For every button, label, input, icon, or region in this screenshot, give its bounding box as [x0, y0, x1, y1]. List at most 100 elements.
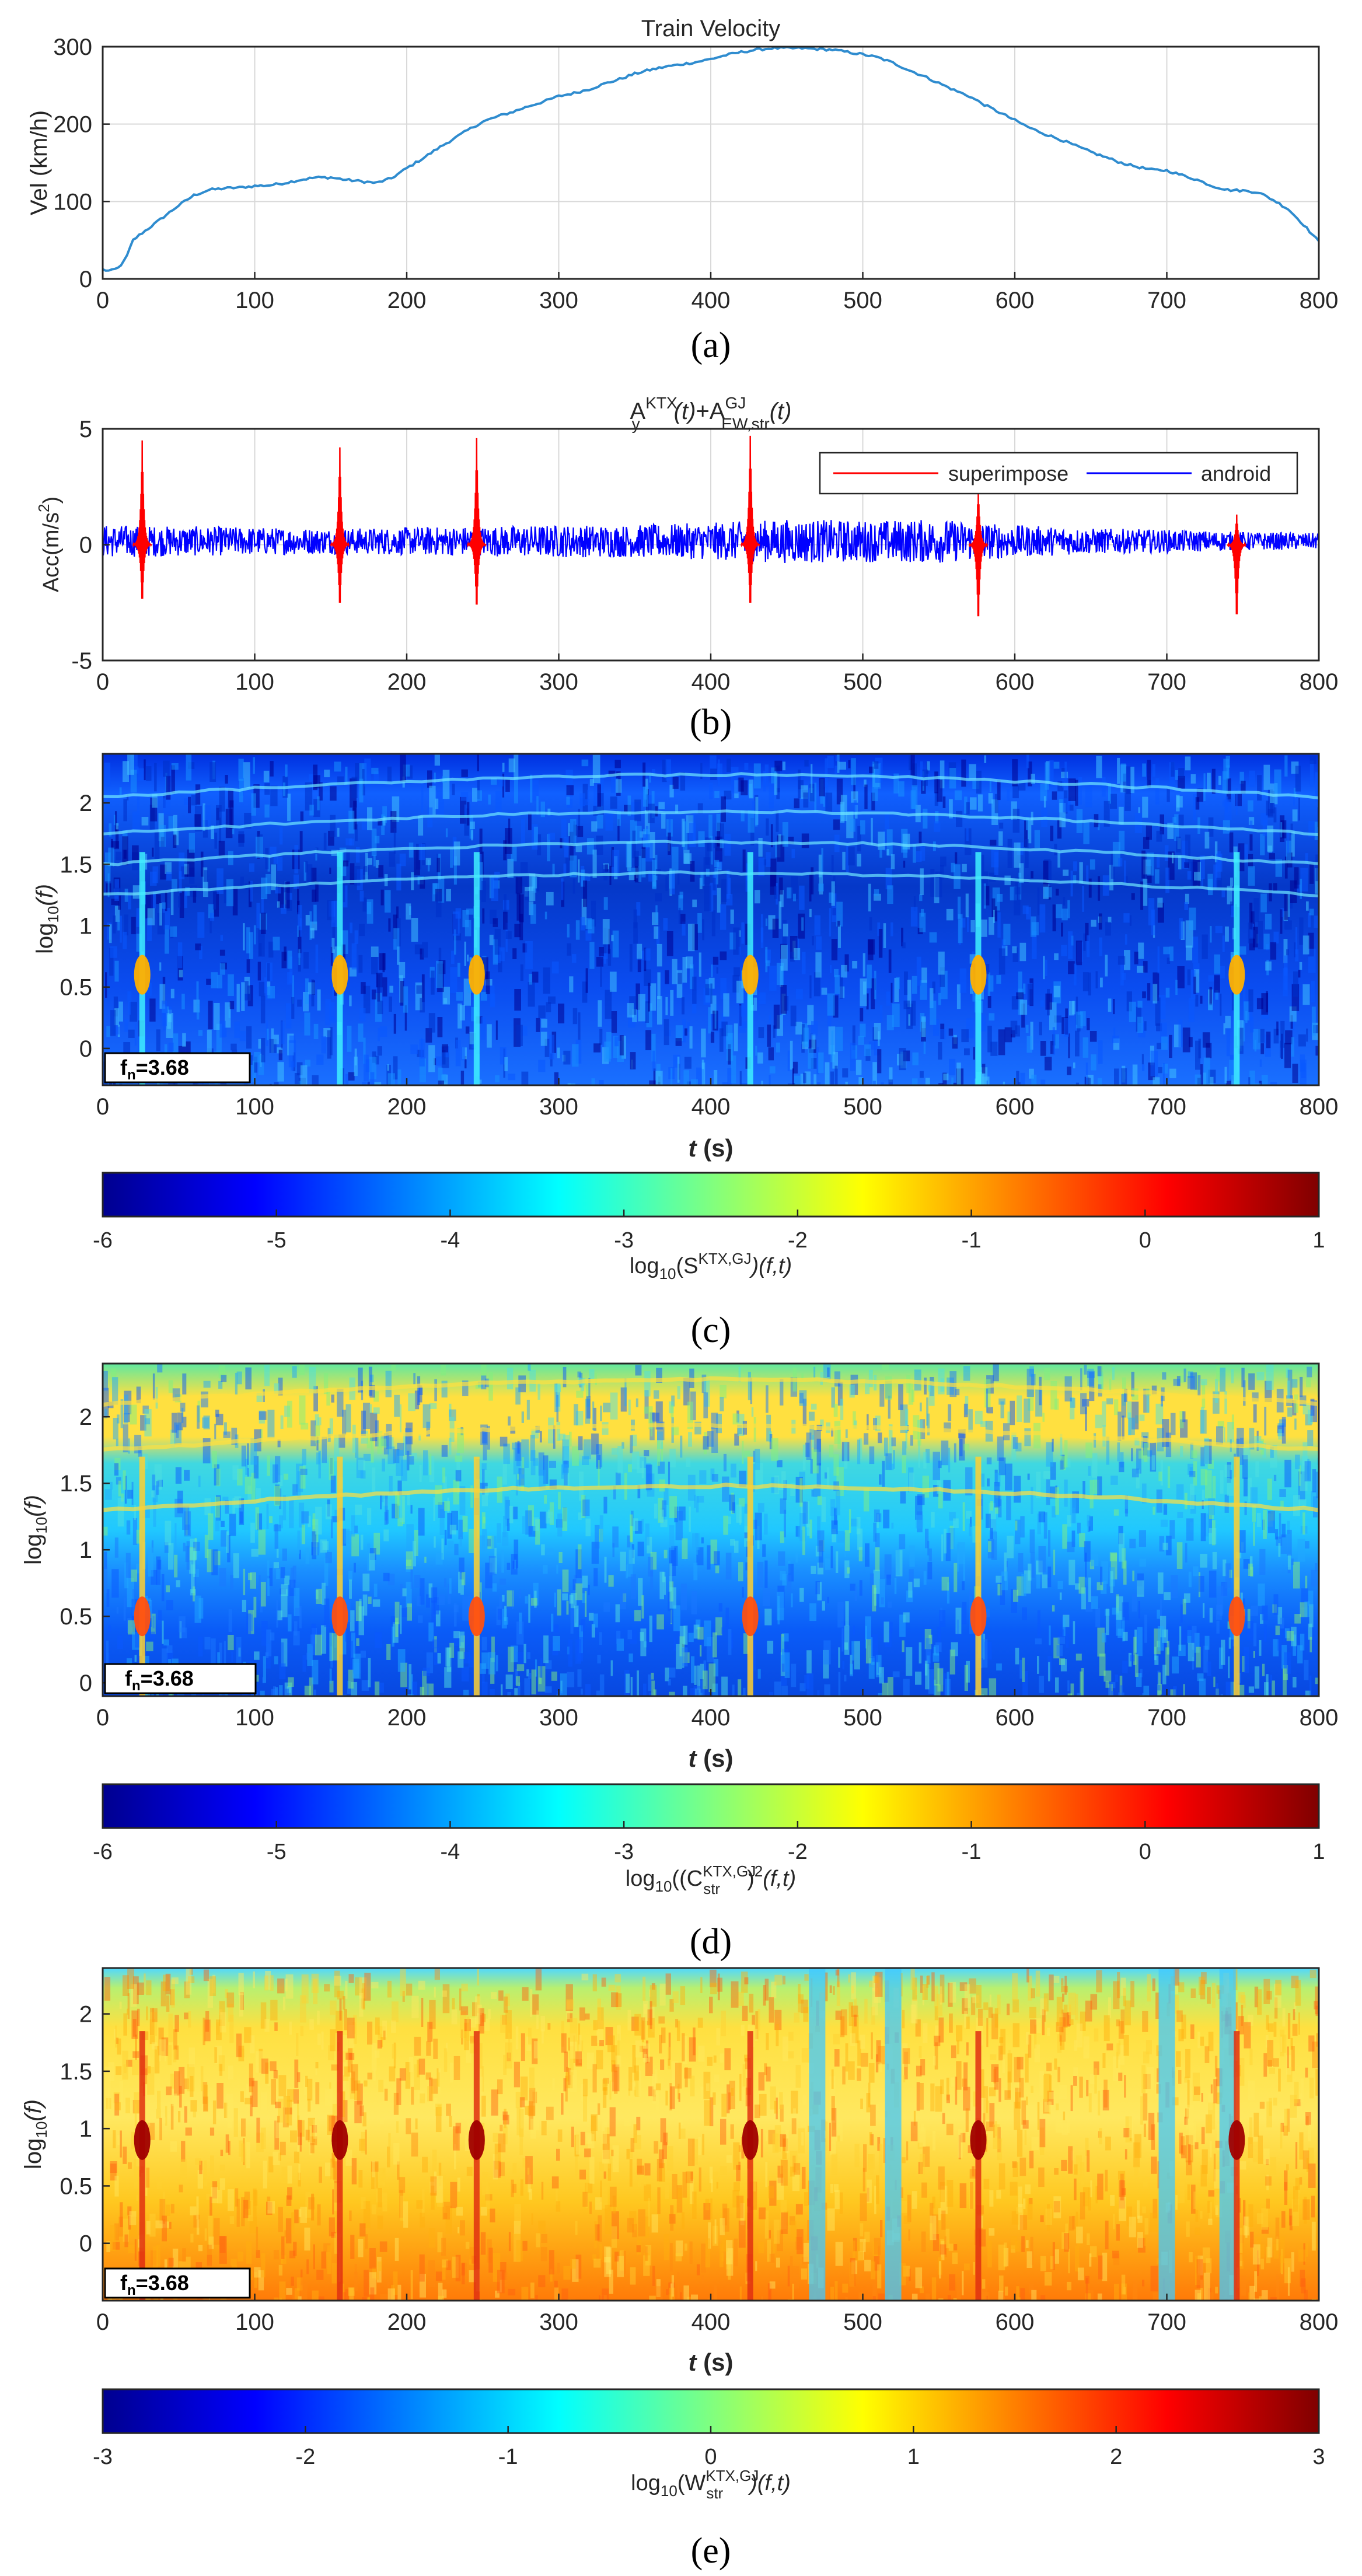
heatmap-cell — [519, 1589, 521, 1599]
heatmap-cell — [1202, 1032, 1210, 1048]
heatmap-cell — [921, 908, 924, 917]
heatmap-cell — [783, 1480, 787, 1500]
heatmap-cell — [278, 1050, 282, 1061]
heatmap-cell — [913, 1578, 920, 1588]
heatmap-cell — [701, 1060, 704, 1069]
heatmap-cell — [682, 1019, 686, 1043]
heatmap-cell — [919, 1642, 922, 1663]
heatmap-cell — [1182, 840, 1189, 869]
heatmap-cell — [806, 1650, 812, 1674]
heatmap-cell — [977, 794, 983, 812]
heatmap-cell — [954, 2244, 958, 2250]
heatmap-cell — [452, 784, 455, 795]
heatmap-cell — [844, 1675, 847, 1682]
heatmap-cell — [383, 1529, 389, 1542]
heatmap-cell — [569, 1595, 574, 1604]
heatmap-cell — [889, 1463, 894, 1470]
heatmap-cell — [264, 1365, 270, 1386]
heatmap-cell — [528, 813, 532, 830]
heatmap-cell — [677, 973, 682, 984]
heatmap-cell — [580, 1382, 584, 1392]
heatmap-cell — [762, 1544, 766, 1557]
heatmap-cell — [267, 1410, 275, 1439]
heatmap-cell — [1032, 931, 1037, 959]
heatmap-cell — [637, 943, 642, 959]
heatmap-cell — [197, 1405, 200, 1429]
heatmap-cell — [727, 1068, 732, 1085]
heatmap-cell — [607, 949, 612, 966]
heatmap-cell — [170, 1429, 175, 1448]
heatmap-cell — [170, 889, 174, 915]
heatmap-cell — [874, 970, 876, 999]
heatmap-cell — [1080, 1011, 1086, 1026]
heatmap-cell — [215, 1410, 219, 1417]
heatmap-cell — [497, 1609, 504, 1620]
heatmap-cell — [1293, 1561, 1300, 1589]
heatmap-cell — [1146, 1396, 1150, 1413]
heatmap-cell — [934, 821, 941, 832]
heatmap-cell — [251, 1473, 256, 1501]
heatmap-cell — [371, 948, 378, 974]
heatmap-cell — [1052, 1605, 1055, 1612]
heatmap-cell — [964, 1665, 968, 1691]
heatmap-cell — [881, 1364, 889, 1370]
heatmap-cell — [662, 760, 667, 782]
heatmap-cell — [1291, 1379, 1298, 1388]
heatmap-cell — [418, 1434, 421, 1441]
heatmap-cell — [529, 974, 533, 985]
heatmap-cell — [137, 2100, 141, 2125]
heatmap-cell — [234, 1021, 240, 1039]
heatmap-cell — [670, 1602, 672, 1623]
heatmap-cell — [769, 1434, 773, 1449]
heatmap-cell — [310, 1634, 317, 1655]
heatmap-cell — [491, 875, 498, 901]
heatmap-cell — [1159, 1536, 1164, 1552]
heatmap-cell — [202, 1082, 209, 1085]
heatmap-cell — [582, 981, 588, 1003]
heatmap-cell — [494, 928, 501, 955]
heatmap-cell — [1305, 1541, 1309, 1549]
heatmap-cell — [926, 1397, 928, 1426]
heatmap-cell — [305, 978, 309, 1004]
heatmap-cell — [399, 854, 406, 866]
heatmap-cell — [836, 901, 843, 927]
heatmap-cell — [908, 1014, 910, 1026]
heatmap-cell — [1119, 1462, 1124, 1473]
heatmap-cell — [462, 1515, 468, 1532]
heatmap-cell — [279, 1685, 283, 1696]
heatmap-cell — [439, 1509, 445, 1535]
heatmap-cell — [1193, 976, 1196, 994]
heatmap-cell — [1254, 1986, 1259, 2008]
heatmap-cell — [872, 1081, 876, 1085]
heatmap-cell — [963, 1403, 968, 1418]
heatmap-cell — [1184, 902, 1189, 910]
heatmap-cell — [727, 869, 730, 899]
heatmap-cell — [1309, 1675, 1312, 1696]
heatmap-cell — [578, 809, 581, 830]
heatmap-cell — [170, 2074, 175, 2089]
heatmap-cell — [780, 890, 784, 907]
heatmap-cell — [564, 837, 568, 858]
heatmap-cell — [239, 1498, 245, 1525]
heatmap-cell — [830, 2126, 836, 2155]
heatmap-cell — [901, 927, 903, 946]
heatmap-cell — [411, 872, 414, 890]
heatmap-cell — [1162, 1629, 1168, 1643]
heatmap-cell — [329, 1633, 333, 1662]
heatmap-cell — [938, 951, 945, 975]
heatmap-cell — [1263, 1510, 1267, 1539]
heatmap-cell — [812, 1435, 815, 1448]
heatmap-cell — [630, 1435, 633, 1453]
heatmap-cell — [1017, 1395, 1022, 1422]
heatmap-cell — [233, 1553, 239, 1578]
heatmap-cell — [277, 1062, 284, 1082]
heatmap-cell — [379, 953, 386, 970]
ridge-hotspot — [742, 1596, 759, 1637]
heatmap-cell — [1029, 2151, 1034, 2169]
heatmap-cell — [608, 770, 616, 777]
heatmap-cell — [278, 884, 284, 908]
heatmap-cell — [586, 1396, 591, 1419]
heatmap-cell — [1024, 1428, 1031, 1446]
heatmap-cell — [1158, 1471, 1162, 1481]
heatmap-cell — [435, 1610, 441, 1627]
